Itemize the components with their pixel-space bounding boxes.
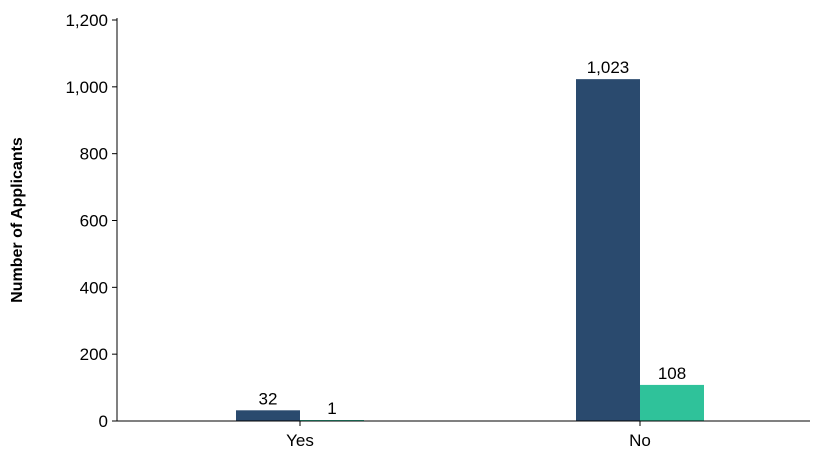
data-label-yes-series-1: 32 bbox=[259, 389, 278, 408]
x-tick-label-no: No bbox=[629, 431, 651, 450]
y-tick-label: 800 bbox=[80, 145, 108, 164]
y-tick-label: 1,000 bbox=[65, 78, 108, 97]
y-tick-label: 1,200 bbox=[65, 11, 108, 30]
y-tick-labels: 0 200 400 600 800 1,000 1,200 bbox=[65, 11, 117, 431]
axes-layer bbox=[116, 18, 810, 422]
x-tick-labels: Yes No bbox=[286, 421, 651, 450]
bar-yes-series-1 bbox=[236, 410, 300, 421]
y-axis-title: Number of Applicants bbox=[9, 137, 26, 303]
x-tick-label-yes: Yes bbox=[286, 431, 314, 450]
data-label-no-series-1: 1,023 bbox=[587, 58, 630, 77]
y-tick-label: 600 bbox=[80, 212, 108, 231]
y-tick-label: 200 bbox=[80, 345, 108, 364]
bar-no-series-2 bbox=[640, 384, 704, 421]
bars-layer bbox=[236, 79, 704, 422]
y-tick-label: 0 bbox=[99, 412, 108, 431]
bar-no-series-1 bbox=[576, 79, 640, 422]
data-label-no-series-2: 108 bbox=[658, 364, 686, 383]
data-labels: 32 1 1,023 108 bbox=[259, 58, 687, 418]
data-label-yes-series-2: 1 bbox=[327, 399, 336, 418]
y-tick-label: 400 bbox=[80, 278, 108, 297]
